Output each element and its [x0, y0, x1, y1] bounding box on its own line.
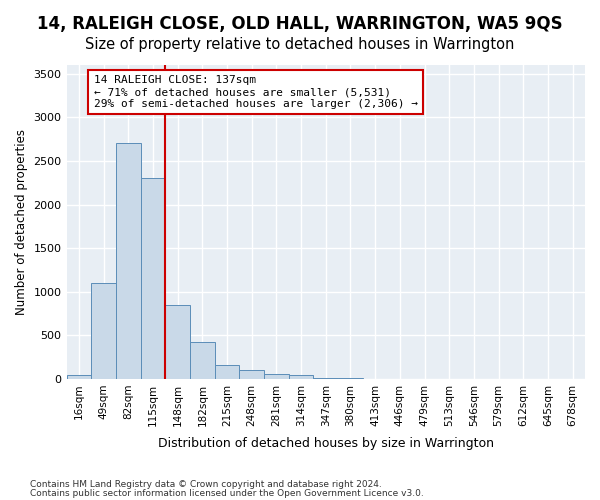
Bar — [67, 374, 91, 379]
X-axis label: Distribution of detached houses by size in Warrington: Distribution of detached houses by size … — [158, 437, 494, 450]
Text: 14, RALEIGH CLOSE, OLD HALL, WARRINGTON, WA5 9QS: 14, RALEIGH CLOSE, OLD HALL, WARRINGTON,… — [37, 15, 563, 33]
Text: Size of property relative to detached houses in Warrington: Size of property relative to detached ho… — [85, 38, 515, 52]
Bar — [116, 144, 140, 379]
Y-axis label: Number of detached properties: Number of detached properties — [15, 129, 28, 315]
Bar — [239, 370, 264, 379]
Bar — [190, 342, 215, 379]
Bar — [140, 178, 165, 379]
Bar — [289, 376, 313, 379]
Text: Contains public sector information licensed under the Open Government Licence v3: Contains public sector information licen… — [30, 489, 424, 498]
Text: 14 RALEIGH CLOSE: 137sqm
← 71% of detached houses are smaller (5,531)
29% of sem: 14 RALEIGH CLOSE: 137sqm ← 71% of detach… — [94, 76, 418, 108]
Text: Contains HM Land Registry data © Crown copyright and database right 2024.: Contains HM Land Registry data © Crown c… — [30, 480, 382, 489]
Bar — [313, 378, 338, 379]
Bar — [91, 283, 116, 379]
Bar — [165, 305, 190, 379]
Bar — [264, 374, 289, 379]
Bar — [215, 365, 239, 379]
